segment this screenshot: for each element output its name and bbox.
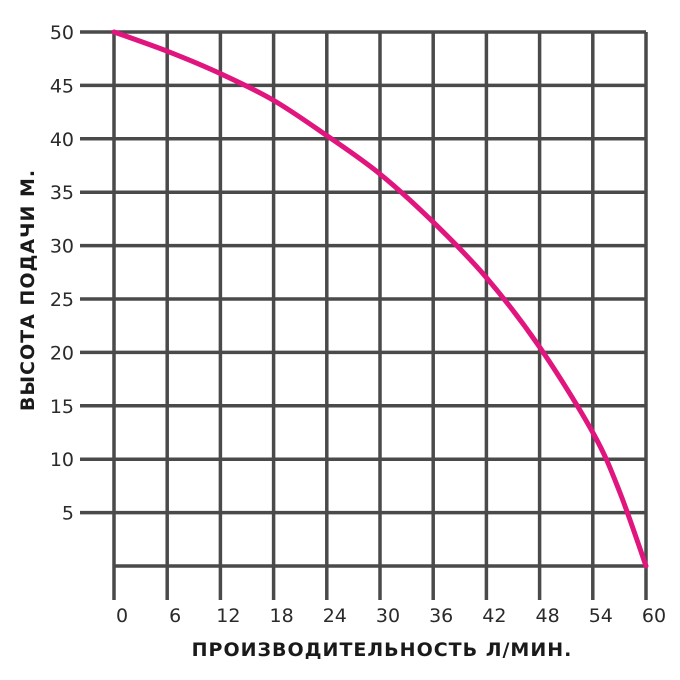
- y-tick-label: 15: [50, 396, 74, 418]
- y-tick-label: 40: [50, 129, 74, 151]
- x-tick-label: 36: [429, 605, 453, 627]
- y-tick-label: 25: [50, 289, 74, 311]
- y-tick-label: 10: [50, 449, 74, 471]
- x-tick-label: 30: [376, 605, 400, 627]
- x-tick-label: 18: [270, 605, 294, 627]
- grid: [80, 30, 648, 600]
- y-tick-label: 20: [50, 342, 74, 364]
- x-tick-label: 48: [536, 605, 560, 627]
- x-tick-labels: 0 6 12 18 24 30 36 42 48 54 60: [116, 605, 666, 627]
- y-tick-label: 35: [50, 182, 74, 204]
- y-tick-labels: 5 10 15 20 25 30 35 40 45 50: [50, 22, 74, 525]
- x-tick-label: 54: [589, 605, 613, 627]
- y-tick-label: 30: [50, 236, 74, 258]
- y-tick-label: 45: [50, 75, 74, 97]
- x-tick-label: 6: [169, 605, 181, 627]
- x-tick-label: 42: [482, 605, 506, 627]
- series-group: [111, 29, 649, 569]
- y-tick-label: 50: [50, 22, 74, 44]
- series-line: [111, 29, 649, 569]
- y-tick-label: 5: [62, 503, 74, 525]
- x-tick-label: 60: [642, 605, 666, 627]
- x-tick-label: 12: [216, 605, 240, 627]
- x-tick-label: 0: [116, 605, 128, 627]
- y-axis-title: ВЫСОТА ПОДАЧИ М.: [17, 169, 39, 411]
- x-tick-label: 24: [323, 605, 347, 627]
- x-axis-title: ПРОИЗВОДИТЕЛЬНОСТЬ Л/МИН.: [192, 639, 573, 661]
